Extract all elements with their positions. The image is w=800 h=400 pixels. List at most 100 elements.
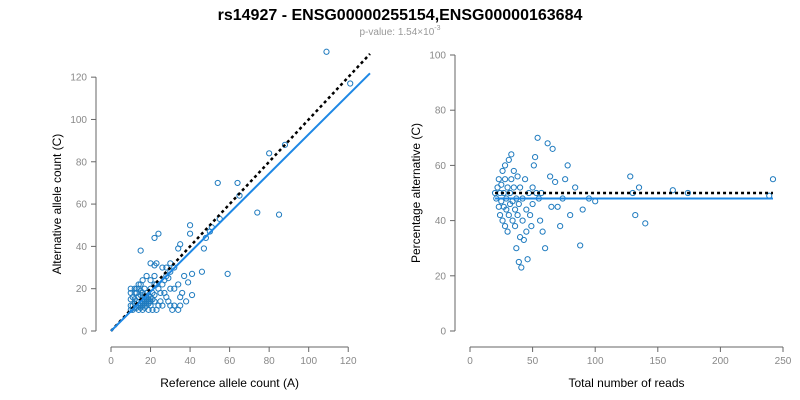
left-data-point <box>153 260 160 267</box>
left-data-point <box>151 272 158 280</box>
left-fit-line <box>110 72 371 332</box>
left-data-point <box>181 272 188 280</box>
right-data-point <box>544 140 551 147</box>
right-data-point <box>542 245 549 252</box>
right-data-point <box>530 162 537 169</box>
right-data-point <box>511 223 519 230</box>
right-data-point <box>567 211 574 219</box>
right-data-point <box>511 206 519 213</box>
right-data-point <box>515 258 522 266</box>
left-data-point <box>167 285 174 292</box>
left-data-point <box>165 275 172 282</box>
right-data-point <box>632 211 639 219</box>
left-data-point <box>149 306 156 313</box>
right-data-point <box>562 176 569 183</box>
left-data-point <box>151 234 158 242</box>
chart-subtitle: p-value: 1.54×10-3 <box>359 25 440 38</box>
right-data-point <box>501 176 509 183</box>
left-x-tick-label: 80 <box>264 356 276 367</box>
right-data-point <box>520 236 527 244</box>
left-data-point <box>131 285 138 292</box>
right-data-point <box>501 162 509 169</box>
left-data-point <box>159 264 166 271</box>
right-data-point <box>537 217 544 224</box>
right-data-point <box>684 189 691 197</box>
left-reference-line <box>110 53 371 332</box>
right-x-tick-label: 200 <box>712 356 729 367</box>
left-data-point <box>186 222 194 229</box>
right-x-tick-label: 250 <box>775 356 792 367</box>
left-data-point <box>200 245 208 252</box>
left-data-point <box>171 285 178 292</box>
right-data-point <box>524 256 531 263</box>
right-data-point <box>505 156 512 163</box>
right-data-point <box>504 228 511 235</box>
left-x-axis-title: Reference allele count (A) <box>160 376 299 390</box>
right-data-point <box>508 176 515 183</box>
left-data-point <box>198 268 206 275</box>
left-x-tick-label: 0 <box>108 356 114 367</box>
left-data-point <box>151 298 158 305</box>
left-y-tick-label: 60 <box>76 200 88 211</box>
left-scatter-plot: 0 20 40 60 80 100 120 0 20 40 60 80 100 120 Reference … <box>50 48 371 390</box>
right-data-point <box>521 176 529 183</box>
right-data-point <box>642 220 649 227</box>
right-y-tick-label: 80 <box>435 106 447 117</box>
right-data-point <box>577 242 584 249</box>
right-data-point <box>627 173 634 180</box>
left-data-point <box>188 291 196 299</box>
left-y-tick-label: 20 <box>76 284 88 295</box>
right-y-axis-title: Percentage alternative (C) <box>409 123 423 263</box>
right-data-point <box>514 173 521 180</box>
left-data-point <box>147 277 154 284</box>
right-data-point <box>495 176 502 183</box>
right-data-point <box>503 206 510 213</box>
right-data-point <box>528 223 535 230</box>
left-data-point <box>347 80 354 87</box>
left-data-point <box>127 285 134 292</box>
right-x-axis-title: Total number of reads <box>568 376 684 390</box>
left-data-point <box>266 150 273 157</box>
right-scatter-plot: 0 50 100 150 200 250 0 20 40 60 80 100 Total number … <box>409 51 792 391</box>
right-data-point <box>557 223 564 230</box>
right-data-point <box>669 187 676 194</box>
right-data-point <box>526 211 534 219</box>
right-data-point <box>547 173 554 180</box>
right-data-point <box>529 184 536 191</box>
left-x-tick-label: 40 <box>185 356 197 367</box>
right-data-point <box>495 203 502 210</box>
left-data-point <box>275 211 283 218</box>
right-data-point <box>514 211 521 219</box>
subtitle-prefix: p-value: 1.54×10 <box>359 27 434 38</box>
right-data-point <box>516 184 524 191</box>
left-y-tick-label: 100 <box>70 115 87 126</box>
right-data-point <box>510 167 517 175</box>
left-data-point <box>155 230 162 237</box>
left-y-axis-title: Alternative allele count (C) <box>50 134 64 275</box>
left-data-point <box>323 48 330 55</box>
right-data-point <box>518 264 525 271</box>
right-x-tick-label: 100 <box>587 356 604 367</box>
left-y-tick-label: 120 <box>70 73 87 84</box>
chart-title: rs14927 - ENSG00000255154,ENSG0000016368… <box>218 7 583 24</box>
right-y-tick-label: 40 <box>435 216 447 227</box>
left-data-point <box>188 270 196 277</box>
left-data-point <box>167 260 174 267</box>
left-data-point <box>159 302 166 309</box>
right-data-point <box>564 162 571 169</box>
right-data-point <box>548 203 555 210</box>
left-data-point <box>143 272 150 280</box>
left-y-tick-label: 80 <box>76 157 88 168</box>
right-data-point <box>572 184 579 191</box>
right-data-point <box>539 228 546 235</box>
left-x-tick-label: 120 <box>340 356 357 367</box>
left-y-tick-label: 0 <box>81 327 87 338</box>
right-data-point <box>501 223 509 230</box>
left-data-point <box>135 281 142 288</box>
right-data-point <box>505 211 512 219</box>
right-data-point <box>508 151 515 158</box>
right-data-point <box>552 178 559 186</box>
left-data-point <box>175 281 182 288</box>
left-data-point <box>179 289 186 297</box>
